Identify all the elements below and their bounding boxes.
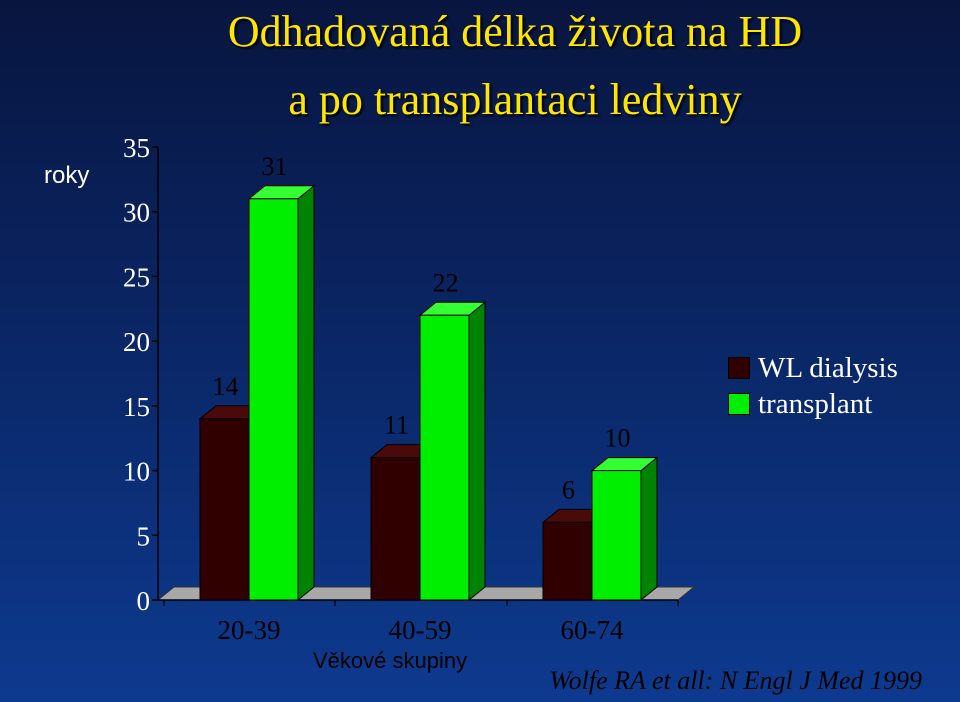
y-tick-label: 25 (123, 262, 150, 292)
legend-swatch-wl-dialysis (728, 357, 750, 379)
data-label: 31 (262, 152, 288, 181)
bar-side (640, 456, 658, 602)
bar-transplant-20-39 (248, 198, 299, 601)
legend-label-wl-dialysis: WL dialysis (758, 351, 898, 384)
y-tick-label: 5 (137, 521, 151, 551)
x-tick-label: 20-39 (218, 615, 281, 645)
y-tick-label: 20 (123, 327, 150, 357)
y-tick-label: 10 (123, 457, 150, 487)
legend: WL dialysis transplant (728, 350, 898, 422)
y-axis-label: roky (44, 162, 90, 189)
x-tick-label: 60-74 (561, 615, 624, 645)
bar-wl-dialysis-20-39 (199, 418, 250, 601)
data-label: 6 (562, 475, 575, 504)
data-label: 22 (433, 268, 459, 297)
bar-transplant-60-74 (591, 470, 642, 601)
y-tick-label: 35 (123, 133, 150, 163)
legend-swatch-transplant (728, 393, 750, 415)
y-tick-label: 15 (123, 392, 150, 422)
legend-item-wl-dialysis: WL dialysis (728, 350, 898, 386)
data-label: 14 (213, 372, 239, 401)
data-label: 10 (605, 424, 631, 453)
bar-wl-dialysis-40-59 (370, 457, 421, 601)
legend-label-transplant: transplant (758, 387, 873, 420)
source-citation: Wolfe RA et all: N Engl J Med 1999 (549, 666, 922, 695)
y-tick-label: 30 (123, 198, 150, 228)
bar-transplant-40-59 (419, 314, 470, 601)
bar-wl-dialysis-60-74 (542, 521, 593, 601)
y-tick-label: 0 (137, 586, 151, 616)
legend-item-transplant: transplant (728, 386, 898, 422)
chart-subtitle: a po transplantaci ledviny (288, 75, 742, 124)
chart-title: Odhadovaná délka života na HD (227, 7, 803, 56)
bar-side (468, 301, 486, 602)
data-label: 11 (384, 411, 409, 440)
x-tick-label: 40-59 (389, 615, 452, 645)
x-axis-label: Věkové skupiny (313, 648, 468, 673)
bar-side (297, 184, 315, 602)
